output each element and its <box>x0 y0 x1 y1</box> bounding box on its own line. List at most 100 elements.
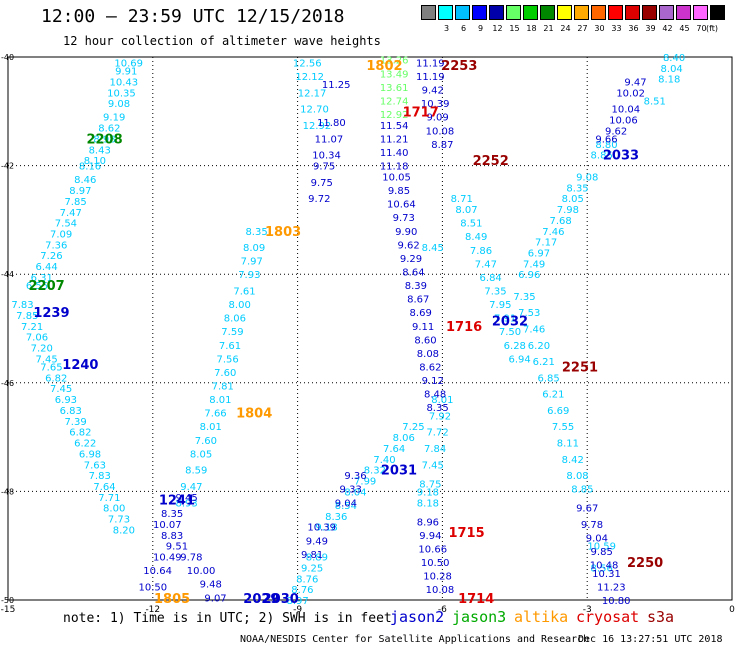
lat-tick-label: -46 <box>1 379 14 388</box>
wave-height-value: 10.00 <box>187 566 216 577</box>
wave-height-value: 8.18 <box>658 75 680 86</box>
wave-height-value: 8.20 <box>113 525 135 536</box>
satellite-name: cryosat <box>576 608 640 626</box>
lon-tick-label: -6 <box>438 605 447 615</box>
wave-height-value: 6.28 <box>504 341 526 352</box>
wave-height-value: 9.49 <box>306 536 328 547</box>
wave-height-value: 8.00 <box>103 504 125 515</box>
wave-height-value: 6.96 <box>518 270 540 281</box>
wave-height-value: 8.69 <box>410 308 432 319</box>
pass-time-label: 1241 <box>159 494 195 509</box>
wave-height-value: 6.69 <box>547 406 569 417</box>
wave-height-value: 10.39 <box>421 99 450 110</box>
wave-height-value: 11.40 <box>380 148 409 159</box>
wave-height-value: 7.86 <box>470 246 492 257</box>
legend-swatch <box>710 5 725 20</box>
wave-height-value: 7.45 <box>50 384 72 395</box>
wave-height-value: 11.07 <box>315 134 344 145</box>
legend-label: 21 <box>543 24 554 33</box>
wave-height-value: 9.11 <box>412 322 434 333</box>
wave-height-value: 7.85 <box>16 311 38 322</box>
wave-height-value: 8.60 <box>414 335 436 346</box>
wave-height-value: 8.39 <box>405 281 427 292</box>
legend-label: 70 <box>696 24 707 33</box>
wave-height-value: 9.47 <box>624 77 646 88</box>
wave-height-value: 8.87 <box>431 140 453 151</box>
legend-swatch <box>642 5 657 20</box>
wave-height-value: 7.63 <box>84 460 106 471</box>
legend-label: 18 <box>526 24 537 33</box>
legend-label: 12 <box>492 24 503 33</box>
wave-height-value: 9.62 <box>605 126 627 137</box>
wave-height-value: 9.47 <box>180 482 202 493</box>
wave-height-value: 12.17 <box>298 88 327 99</box>
wave-height-value: 7.25 <box>402 422 424 433</box>
pass-time-label: 2253 <box>441 59 477 74</box>
wave-height-value: 6.21 <box>533 357 555 368</box>
wave-height-value: 8.35 <box>245 227 267 238</box>
legend-swatch <box>472 5 487 20</box>
wave-height-value: 6.97 <box>528 248 550 259</box>
wave-height-value: 10.66 <box>418 544 447 555</box>
footer-note: note: 1) Time is in UTC; 2) SWH is in fe… <box>63 611 392 626</box>
legend-swatch <box>455 5 470 20</box>
wave-height-value: 6.94 <box>508 354 530 365</box>
pass-time-label: 1716 <box>446 320 482 335</box>
lat-tick-label: -48 <box>1 487 14 496</box>
wave-height-value: 7.66 <box>204 409 226 420</box>
pass-time-label: 1714 <box>458 592 494 607</box>
wave-height-value: 8.06 <box>393 433 415 444</box>
legend-label: 39 <box>645 24 656 33</box>
wave-height-value: 8.46 <box>74 175 96 186</box>
wave-height-value: 9.04 <box>586 534 608 545</box>
wave-height-value: 8.89 <box>306 553 328 564</box>
wave-height-value: 7.35 <box>513 292 535 303</box>
wave-height-value: 7.21 <box>21 322 43 333</box>
lat-tick-label: -50 <box>1 596 14 605</box>
wave-height-value: 9.04 <box>335 498 357 509</box>
wave-height-value: 8.05 <box>562 194 584 205</box>
wave-height-value: 8.08 <box>566 471 588 482</box>
wave-height-value: 6.93 <box>55 395 77 406</box>
wave-height-value: 7.64 <box>93 482 115 493</box>
wave-height-value: 7.45 <box>422 460 444 471</box>
wave-height-value: 8.83 <box>161 531 183 542</box>
wave-height-value: 7.64 <box>383 444 405 455</box>
legend-swatch <box>676 5 691 20</box>
wave-height-value: 8.54 <box>335 501 357 512</box>
wave-height-value: 8.67 <box>407 295 429 306</box>
wave-height-value: 7.98 <box>557 205 579 216</box>
wave-height-value: 7.71 <box>98 493 120 504</box>
wave-height-value: 9.19 <box>103 113 125 124</box>
legend-swatch <box>659 5 674 20</box>
wave-height-value: 7.40 <box>373 455 395 466</box>
wave-height-value: 9.90 <box>395 227 417 238</box>
wave-height-value: 7.35 <box>484 286 506 297</box>
wave-height-value: 9.85 <box>591 547 613 558</box>
wave-height-value: 10.49 <box>153 553 182 564</box>
pass-time-label: 1239 <box>33 306 69 321</box>
page-title: 12:00 — 23:59 UTC 12/15/2018 <box>41 6 345 27</box>
wave-height-value: 9.62 <box>397 240 419 251</box>
pass-time-label: 2031 <box>381 464 417 479</box>
wave-height-value: 7.47 <box>60 208 82 219</box>
wave-height-value: 10.07 <box>153 520 182 531</box>
legend-label: 42 <box>662 24 673 33</box>
wave-height-value: 7.91 <box>494 314 516 325</box>
pass-time-label: 1804 <box>236 407 272 422</box>
wave-height-value: 10.69 <box>114 58 143 69</box>
satellite-name: jason3 <box>452 608 507 626</box>
satellite-name: s3a <box>647 608 675 626</box>
wave-height-value: 8.32 <box>364 466 386 477</box>
wave-height-value: 10.50 <box>138 582 167 593</box>
wave-height-value: 8.36 <box>325 512 347 523</box>
wave-height-value: 8.97 <box>69 186 91 197</box>
wave-height-value: 9.25 <box>301 563 323 574</box>
wave-height-value: 7.09 <box>50 229 72 240</box>
wave-height-value: 7.68 <box>550 216 572 227</box>
wave-height-value: 7.84 <box>424 444 446 455</box>
wave-height-value: 8.48 <box>424 390 446 401</box>
wave-height-value: 9.75 <box>311 178 333 189</box>
wave-height-value: 8.76 <box>296 574 318 585</box>
